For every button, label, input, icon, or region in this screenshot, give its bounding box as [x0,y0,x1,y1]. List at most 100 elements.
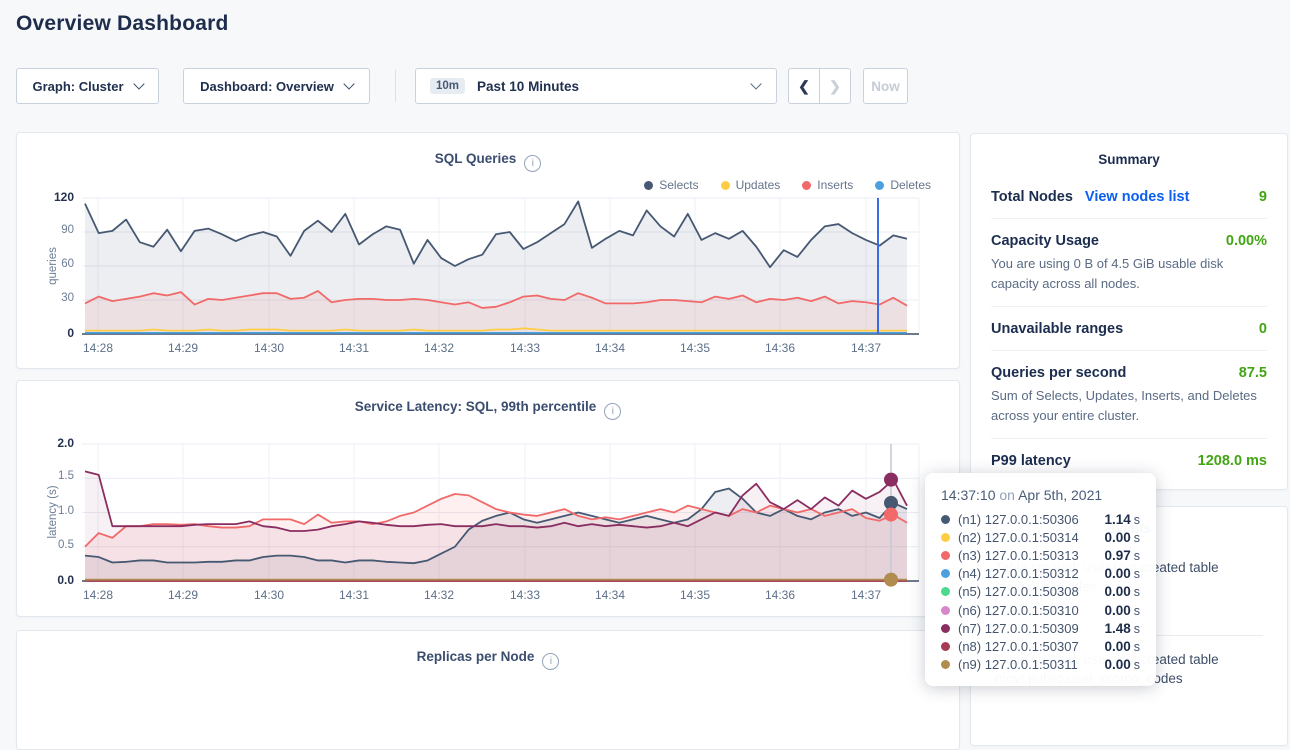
now-button[interactable]: Now [863,68,908,104]
legend-item-selects[interactable]: Selects [644,178,698,192]
summary-row: Unavailable ranges0 [991,321,1267,337]
legend-dot-icon [875,181,884,190]
hover-point [884,473,898,487]
x-axis-tick: 14:35 [667,588,723,602]
tooltip-value-unit: s [1134,604,1140,618]
tooltip-node-row: (n9) 127.0.0.1:50311 0.00s [941,656,1140,674]
chart-plot-area[interactable] [82,198,919,334]
summary-row: P99 latency 1208.0 ms [991,453,1267,469]
time-next-button[interactable]: ❯ [819,68,851,104]
sql-queries-chart-panel: SQL Queries i Selects Updates Inserts Delete… [16,132,960,369]
tooltip-node-label: (n9) 127.0.0.1:50311 [958,657,1078,672]
tooltip-node-value: 0.00s [1104,657,1140,672]
info-icon[interactable]: i [604,403,621,420]
info-icon[interactable]: i [542,653,559,670]
summary-row: Queries per second87.5 [991,365,1267,381]
x-axis-tick: 14:37 [838,588,894,602]
y-axis-tick: 30 [28,292,74,304]
tooltip-node-label: (n1) 127.0.0.1:50306 [958,512,1079,527]
summary-block: Unavailable ranges0 [991,306,1267,350]
x-axis-tick: 14:30 [241,588,297,602]
hover-point [884,508,898,522]
node-color-dot-icon [941,624,950,633]
time-range-badge: 10m [430,78,465,94]
summary-row: Total Nodes View nodes list 9 [991,189,1267,205]
service-latency-chart-panel: Service Latency: SQL, 99th percentilei l… [16,380,960,617]
tooltip-value-unit: s [1134,640,1140,654]
summary-metric-description: You are using 0 B of 4.5 GiB usable disk… [991,254,1267,293]
tooltip-value-unit: s [1134,513,1140,527]
chart-title: SQL Queries i [17,151,959,172]
graph-dropdown[interactable]: Graph: Cluster [16,68,159,104]
legend-dot-icon [721,181,730,190]
y-axis-tick: 0.0 [28,573,74,587]
tooltip-node-value: 0.00s [1104,584,1140,599]
chart-title-text: Replicas per Node [417,649,535,664]
tooltip-node-label: (n8) 127.0.0.1:50307 [958,639,1079,654]
tooltip-node-label: (n6) 127.0.0.1:50310 [958,603,1079,618]
legend-item-inserts[interactable]: Inserts [802,178,853,192]
x-axis-tick: 14:28 [70,341,126,355]
time-range-label: Past 10 Minutes [477,79,579,94]
summary-metric-label: Unavailable ranges [991,321,1123,337]
summary-block: Queries per second87.5 Sum of Selects, Up… [991,350,1267,438]
summary-metric-description: Sum of Selects, Updates, Inserts, and De… [991,386,1267,425]
hover-point [884,573,898,587]
node-color-dot-icon [941,660,950,669]
tooltip-node-row: (n7) 127.0.0.1:50309 1.48s [941,619,1140,637]
summary-metric-label: Total Nodes [991,189,1073,205]
y-axis-tick: 90 [28,224,74,236]
chart-title: Service Latency: SQL, 99th percentilei [17,399,959,420]
chart-title-text: SQL Queries [435,151,517,166]
tooltip-node-row: (n4) 127.0.0.1:503120.00s [941,565,1140,583]
summary-block: Capacity Usage0.00%You are using 0 B of … [991,218,1267,306]
tooltip-node-label: (n7) 127.0.0.1:50309 [958,621,1079,636]
tooltip-node-label: (n2) 127.0.0.1:50314 [958,530,1079,545]
tooltip-node-row: (n3) 127.0.0.1:503130.97s [941,546,1140,564]
x-axis-tick: 14:33 [497,588,553,602]
tooltip-node-value: 0.00s [1104,603,1140,618]
legend-item-updates[interactable]: Updates [721,178,781,192]
tooltip-timestamp: 14:37:10 on Apr 5th, 2021 [941,487,1140,503]
summary-metric-value: 9 [1259,189,1267,205]
y-axis-tick: 0 [28,326,74,340]
summary-metric-value: 1208.0 ms [1198,453,1267,469]
tooltip-node-label: (n4) 127.0.0.1:50312 [958,566,1079,581]
dashboard-dropdown[interactable]: Dashboard: Overview [183,68,370,104]
chart-plot-area[interactable] [82,444,919,581]
x-axis-tick: 14:36 [752,588,808,602]
node-color-dot-icon [941,587,950,596]
y-axis-tick: 120 [28,190,74,204]
tooltip-value-unit: s [1134,622,1140,636]
x-axis-tick: 14:29 [155,341,211,355]
tooltip-node-value: 1.48s [1104,621,1140,636]
x-axis-tick: 14:33 [497,341,553,355]
tooltip-value-unit: s [1134,531,1140,545]
x-axis-tick: 14:32 [411,341,467,355]
time-range-picker[interactable]: 10m Past 10 Minutes [415,68,777,104]
legend-dot-icon [644,181,653,190]
x-axis-tick: 14:32 [411,588,467,602]
legend-dot-icon [802,181,811,190]
toolbar-divider [395,70,396,102]
tooltip-node-row: (n8) 127.0.0.1:503070.00s [941,637,1140,655]
node-color-dot-icon [941,551,950,560]
summary-metric-label: P99 latency [991,453,1071,469]
node-color-dot-icon [941,515,950,524]
summary-metric-value: 87.5 [1239,365,1267,381]
x-axis-tick: 14:36 [752,341,808,355]
legend-label: Selects [659,178,698,192]
graph-dropdown-label: Graph: Cluster [32,79,123,94]
tooltip-node-value: 1.14s [1104,512,1140,527]
info-icon[interactable]: i [524,155,541,172]
y-axis-tick: 2.0 [28,436,74,450]
time-prev-button[interactable]: ❮ [788,68,820,104]
page-title: Overview Dashboard [16,12,229,36]
node-color-dot-icon [941,569,950,578]
chart-legend: Selects Updates Inserts Deletes [644,178,931,192]
summary-metric-label: Capacity Usage [991,233,1099,249]
node-color-dot-icon [941,606,950,615]
node-color-dot-icon [941,533,950,542]
view-nodes-list-link[interactable]: View nodes list [1085,189,1190,205]
legend-item-deletes[interactable]: Deletes [875,178,931,192]
